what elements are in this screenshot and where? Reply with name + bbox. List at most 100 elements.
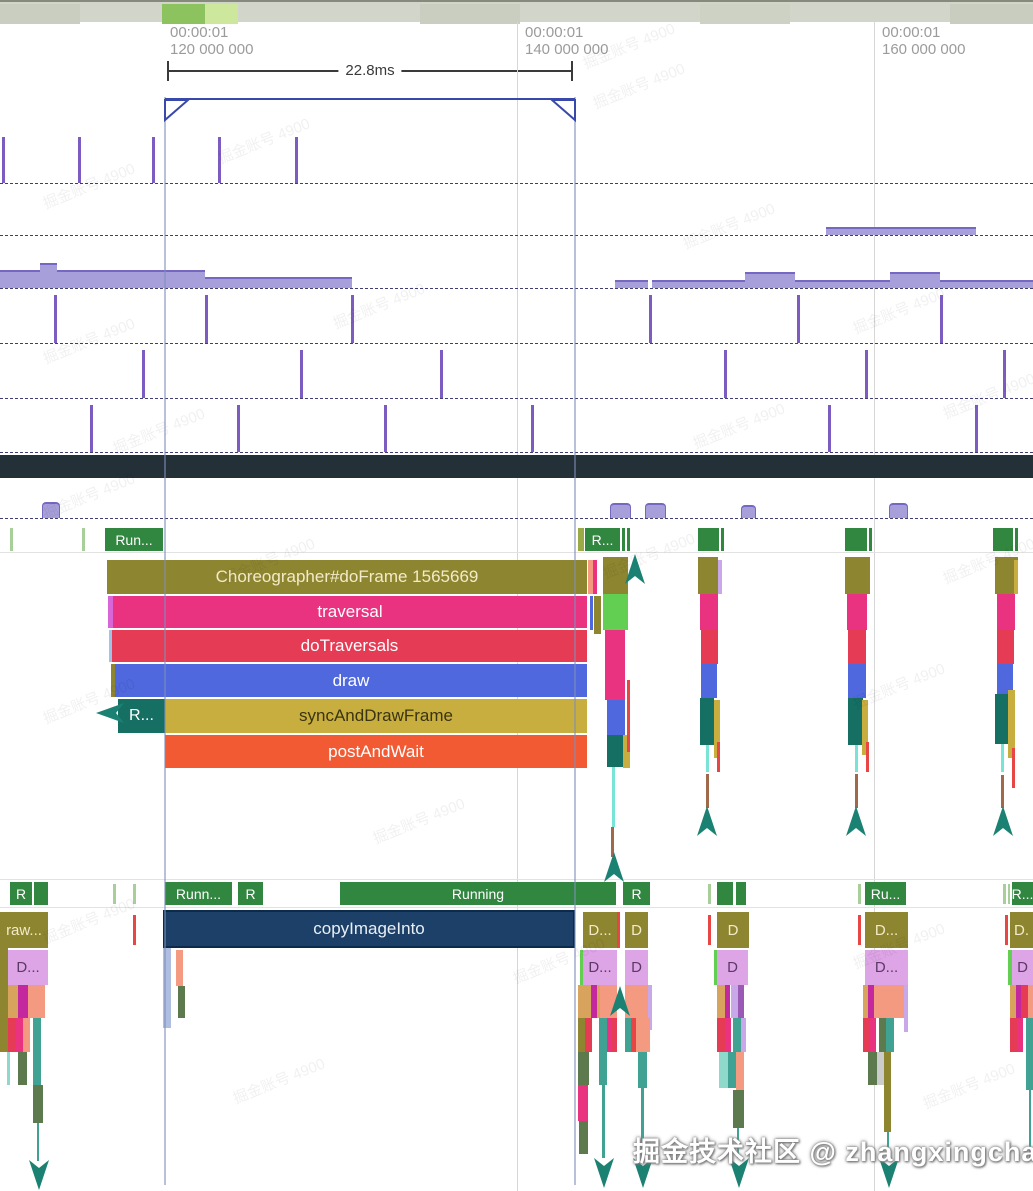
- slice-fragment[interactable]: [578, 1018, 585, 1052]
- slice-d-plum-4[interactable]: D: [717, 950, 748, 985]
- slice-fragment[interactable]: [603, 557, 628, 594]
- flow-arrow-icon[interactable]: [729, 1158, 749, 1188]
- slice-fragment[interactable]: [706, 745, 709, 772]
- instant-event-tick[interactable]: [531, 405, 534, 452]
- slice-fragment[interactable]: [1016, 985, 1021, 1018]
- slice-fragment[interactable]: [133, 884, 136, 904]
- slice-fragment[interactable]: [718, 560, 722, 594]
- slice-fragment[interactable]: [7, 1052, 10, 1085]
- slice-fragment[interactable]: [700, 698, 714, 745]
- slice-fragment[interactable]: [728, 1052, 736, 1088]
- selection-boundary-line[interactable]: [574, 97, 576, 1185]
- flow-arrow-icon[interactable]: [879, 1158, 899, 1188]
- slice-fragment[interactable]: [1010, 1018, 1017, 1052]
- slice-fragment[interactable]: [636, 1018, 650, 1052]
- collapsed-track-bar[interactable]: [0, 455, 1033, 478]
- slice-fragment[interactable]: [1026, 1018, 1033, 1090]
- slice-fragment[interactable]: [597, 985, 600, 1018]
- slice-fragment[interactable]: [612, 767, 615, 827]
- slice-fragment[interactable]: [721, 528, 724, 551]
- instant-event-tick[interactable]: [865, 350, 868, 398]
- slice-d-olive-1[interactable]: D...: [583, 912, 617, 948]
- slice-fragment[interactable]: [605, 630, 625, 700]
- slice-copyimageinto[interactable]: copyImageInto: [163, 910, 575, 948]
- flow-arrow-icon[interactable]: [993, 806, 1013, 836]
- state-ru-bottom[interactable]: Ru...: [865, 882, 906, 905]
- slice-d-olive-4[interactable]: D...: [865, 912, 908, 948]
- slice-fragment[interactable]: [736, 882, 746, 905]
- slice-d-olive-3[interactable]: D: [717, 912, 749, 948]
- slice-d-plum-5[interactable]: D...: [865, 950, 908, 985]
- slice-fragment[interactable]: [736, 1052, 744, 1090]
- slice-fragment[interactable]: [863, 1018, 870, 1052]
- slice-fragment[interactable]: [33, 1085, 43, 1123]
- slice-d-plum-1[interactable]: D...: [8, 950, 48, 985]
- instant-event-tick[interactable]: [1003, 350, 1006, 398]
- slice-fragment[interactable]: [848, 664, 866, 698]
- counter-sample[interactable]: [940, 280, 1033, 288]
- state-running-bottom[interactable]: Running: [340, 882, 616, 905]
- slice-fragment[interactable]: [868, 1052, 877, 1085]
- instant-event-tick[interactable]: [975, 405, 978, 452]
- slice-fragment[interactable]: [700, 594, 718, 630]
- slice-fragment[interactable]: [868, 985, 874, 1018]
- counter-sample[interactable]: [745, 272, 795, 288]
- slice-fragment[interactable]: [591, 985, 597, 1018]
- instant-event-tick[interactable]: [384, 405, 387, 452]
- slice-fragment[interactable]: [594, 596, 601, 634]
- slice-fragment[interactable]: [855, 774, 858, 808]
- slice-fragment[interactable]: [737, 1128, 739, 1158]
- state-runn-bottom[interactable]: Runn...: [165, 882, 232, 905]
- slice-fragment[interactable]: [845, 528, 867, 551]
- flow-arrow-icon[interactable]: [610, 986, 630, 1016]
- slice-fragment[interactable]: [1001, 775, 1004, 808]
- slice-fragment[interactable]: [578, 1085, 588, 1121]
- slice-fragment[interactable]: [627, 680, 630, 752]
- slice-fragment[interactable]: [617, 912, 620, 948]
- counter-sample[interactable]: [205, 277, 352, 288]
- slice-fragment[interactable]: [708, 884, 711, 904]
- slice-fragment[interactable]: [163, 948, 171, 1028]
- slice-fragment[interactable]: [845, 557, 870, 594]
- slice-fragment[interactable]: [717, 882, 733, 905]
- slice-fragment[interactable]: [578, 528, 584, 551]
- flow-arrow-icon[interactable]: [96, 703, 124, 723]
- slice-fragment[interactable]: [725, 1018, 731, 1052]
- counter-sample[interactable]: [0, 270, 40, 288]
- selection-boundary-line[interactable]: [164, 97, 166, 1185]
- slice-fragment[interactable]: [701, 630, 718, 664]
- slice-fragment[interactable]: [585, 1018, 592, 1052]
- slice-fragment[interactable]: [862, 700, 868, 755]
- slice-d-olive-2[interactable]: D: [625, 912, 648, 948]
- counter-sample[interactable]: [890, 272, 940, 288]
- counter-sample[interactable]: [610, 503, 631, 518]
- slice-fragment[interactable]: [731, 985, 738, 1018]
- state-r-bottom-2[interactable]: R: [238, 882, 263, 905]
- slice-fragment[interactable]: [1008, 690, 1015, 758]
- slice-fragment[interactable]: [23, 1018, 30, 1052]
- instant-event-tick[interactable]: [828, 405, 831, 452]
- slice-fragment[interactable]: [611, 827, 614, 857]
- slice-fragment[interactable]: [16, 1018, 23, 1052]
- slice-fragment[interactable]: [1015, 528, 1018, 551]
- slice-postandwait[interactable]: postAndWait: [165, 735, 587, 768]
- slice-fragment[interactable]: [870, 1018, 876, 1052]
- slice-dotraversals[interactable]: doTraversals: [112, 630, 587, 662]
- instant-event-tick[interactable]: [152, 137, 155, 183]
- slice-fragment[interactable]: [698, 528, 719, 551]
- instant-event-tick[interactable]: [649, 295, 652, 343]
- slice-fragment[interactable]: [111, 664, 115, 697]
- counter-sample[interactable]: [741, 505, 756, 518]
- slice-fragment[interactable]: [719, 1052, 728, 1088]
- slice-fragment[interactable]: [1029, 1090, 1031, 1158]
- slice-fragment[interactable]: [1005, 915, 1008, 945]
- slice-fragment[interactable]: [855, 745, 858, 772]
- counter-sample[interactable]: [57, 270, 205, 288]
- slice-fragment[interactable]: [109, 630, 112, 662]
- slice-fragment[interactable]: [10, 528, 13, 551]
- slice-fragment[interactable]: [641, 1088, 644, 1158]
- slice-fragment[interactable]: [625, 985, 650, 1018]
- slice-fragment[interactable]: [887, 1132, 889, 1158]
- slice-fragment[interactable]: [578, 985, 591, 1018]
